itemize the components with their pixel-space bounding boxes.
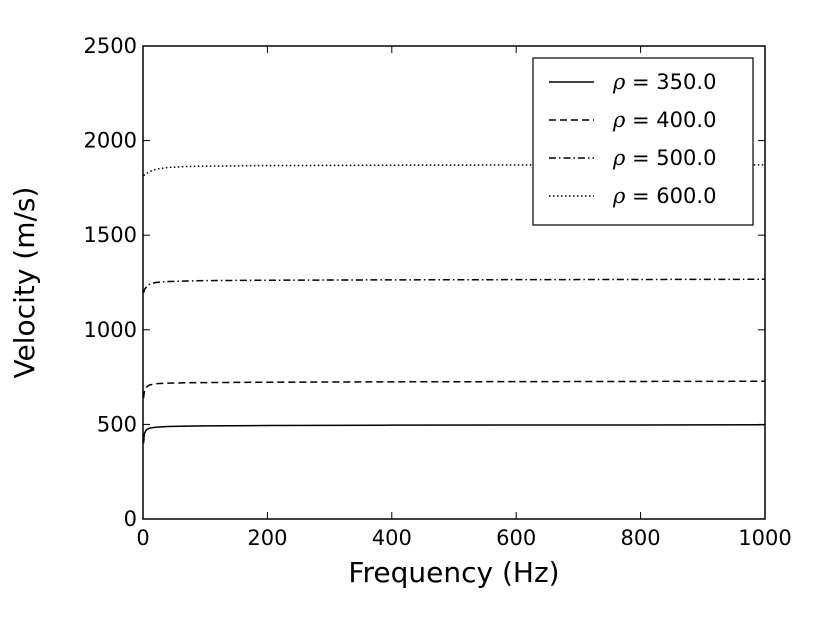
x-tick-label: 400	[372, 526, 412, 550]
legend-label-0: ρ = 350.0	[612, 70, 716, 94]
series-line-2	[142, 278, 766, 294]
x-tick-label: 0	[136, 526, 149, 550]
y-tick-label: 2500	[84, 34, 137, 58]
legend-item-3: ρ = 600.0	[549, 184, 716, 208]
legend-symbol: ρ	[612, 146, 626, 170]
legend-value: = 500.0	[625, 146, 716, 170]
legend-symbol: ρ	[612, 108, 626, 132]
y-tick-label: 500	[97, 412, 137, 436]
x-tick-label: 200	[247, 526, 287, 550]
legend-item-0: ρ = 350.0	[549, 70, 716, 94]
y-tick-label: 2000	[84, 129, 137, 153]
axis-ticks: 0 200 400 600 800 1000 0 500 1000 1500 2000 2500	[84, 34, 792, 550]
y-axis-label: Velocity (m/s)	[8, 187, 41, 379]
y-tick-label: 1000	[84, 318, 137, 342]
legend-value: = 350.0	[625, 70, 716, 94]
x-axis-label: Frequency (Hz)	[348, 556, 559, 589]
y-tick-label: 1500	[84, 223, 137, 247]
legend-symbol: ρ	[612, 70, 626, 94]
legend-value: = 400.0	[625, 108, 716, 132]
y-tick-label: 0	[124, 507, 137, 531]
legend-symbol: ρ	[612, 184, 626, 208]
x-tick-label: 1000	[738, 526, 791, 550]
series-layer	[142, 164, 766, 444]
series-line-1	[142, 380, 766, 398]
x-tick-label: 600	[496, 526, 536, 550]
legend-box	[532, 57, 754, 226]
legend-items: ρ = 350.0ρ = 400.0ρ = 500.0ρ = 600.0	[549, 70, 716, 208]
x-tick-label: 800	[621, 526, 661, 550]
plot-area-frame	[142, 45, 766, 520]
legend-item-2: ρ = 500.0	[549, 146, 716, 170]
legend: ρ = 350.0ρ = 400.0ρ = 500.0ρ = 600.0	[532, 57, 754, 226]
legend-value: = 600.0	[625, 184, 716, 208]
series-line-0	[142, 424, 766, 444]
legend-label-1: ρ = 400.0	[612, 108, 716, 132]
legend-label-2: ρ = 500.0	[612, 146, 716, 170]
legend-item-1: ρ = 400.0	[549, 108, 716, 132]
legend-label-3: ρ = 600.0	[612, 184, 716, 208]
